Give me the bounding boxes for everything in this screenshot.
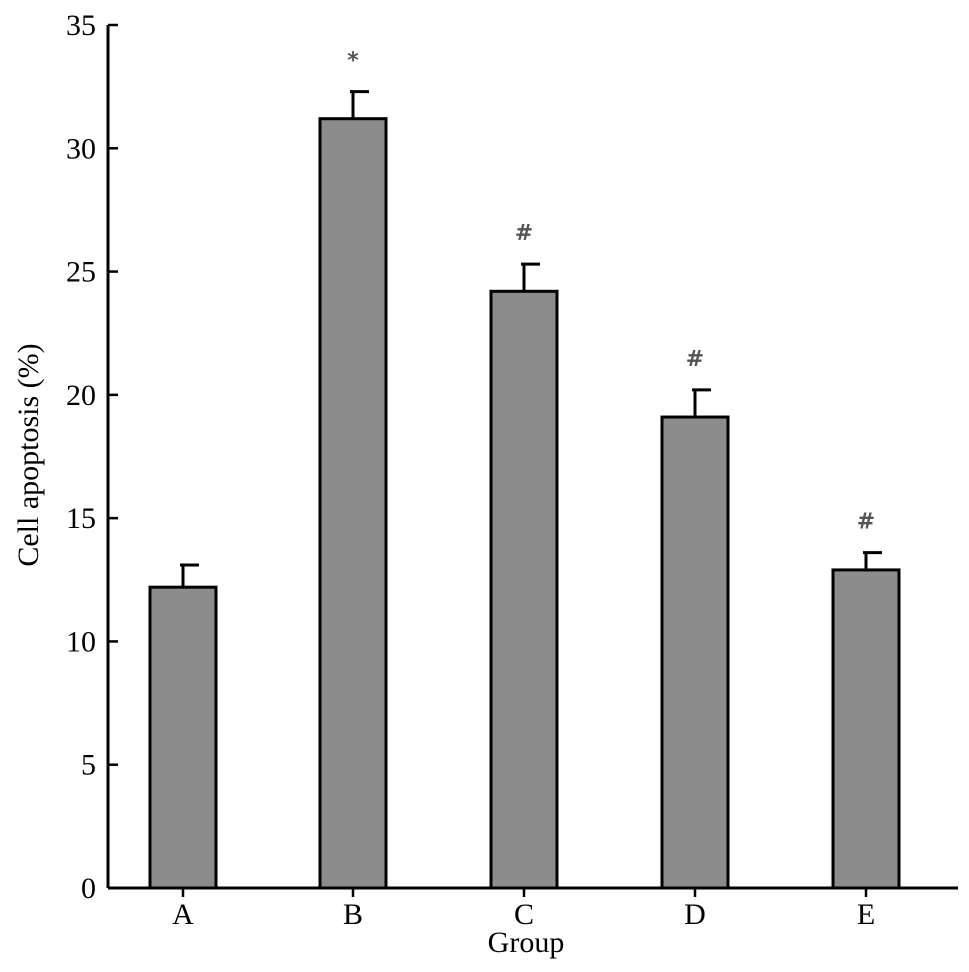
- significance-marker: #: [515, 221, 533, 246]
- bar-d: [660, 415, 730, 890]
- significance-marker: #: [857, 510, 875, 535]
- bar-e: [831, 568, 901, 890]
- x-tick-label: E: [857, 898, 875, 931]
- y-axis: 0 5 10 15 20 25 30 35: [66, 9, 118, 905]
- y-tick-label: 25: [66, 256, 96, 289]
- y-axis-title: Cell apoptosis (%): [12, 343, 45, 566]
- y-tick-label: 5: [81, 749, 96, 782]
- bar-c: [489, 289, 559, 890]
- significance-marker: *: [347, 49, 359, 74]
- bar-a: [148, 585, 218, 890]
- y-tick-label: 30: [66, 132, 96, 165]
- x-tick-label: D: [684, 898, 706, 931]
- x-tick-label: C: [514, 898, 534, 931]
- x-axis-title: Group: [488, 926, 565, 959]
- x-tick-label: B: [343, 898, 363, 931]
- x-axis: A B C D E: [108, 886, 958, 931]
- x-tick-label: A: [172, 898, 194, 931]
- y-tick-label: 0: [81, 872, 96, 905]
- y-tick-label: 35: [66, 9, 96, 42]
- significance-marker: #: [686, 347, 704, 372]
- y-tick-label: 10: [66, 625, 96, 658]
- y-tick-label: 20: [66, 379, 96, 412]
- bar-b: [318, 117, 388, 890]
- bars: * # # #: [148, 49, 901, 890]
- y-tick-label: 15: [66, 502, 96, 535]
